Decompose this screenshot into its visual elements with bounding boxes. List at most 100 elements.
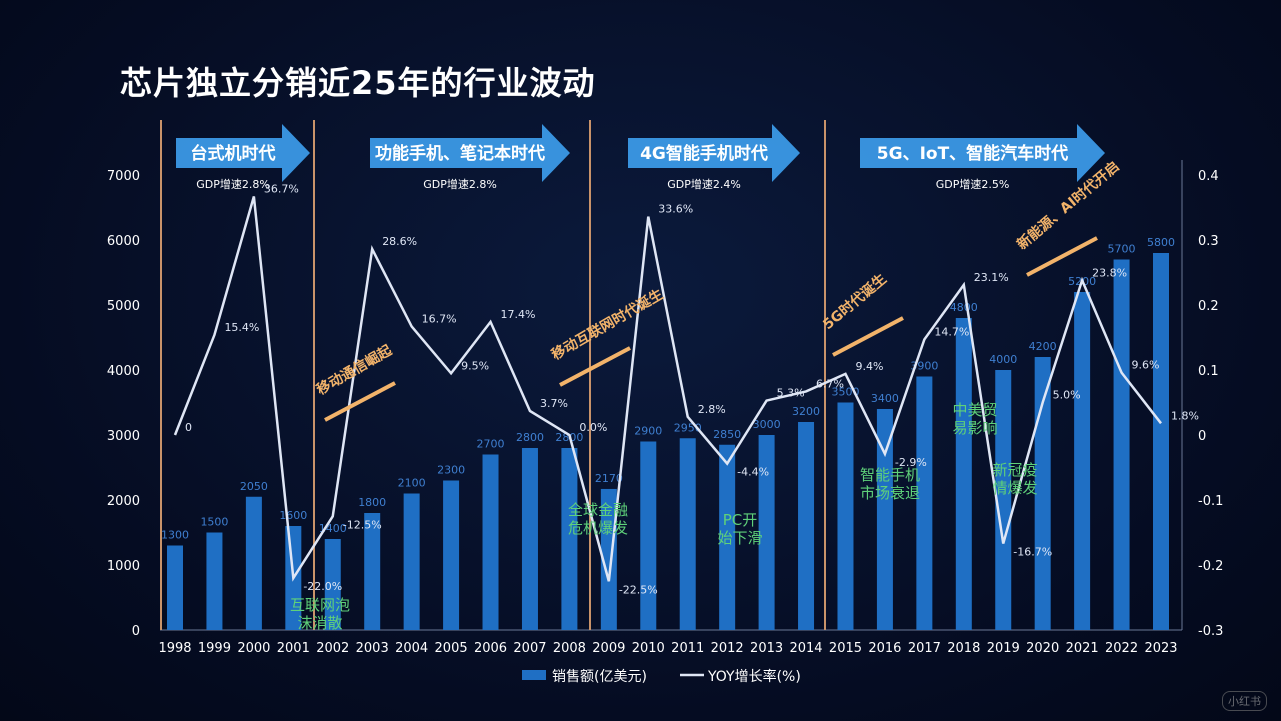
bar — [443, 480, 460, 630]
x-tick: 2010 — [632, 641, 665, 656]
bar — [995, 370, 1012, 630]
bar — [364, 513, 381, 630]
trend-arrow — [559, 346, 631, 387]
line-label: 0.0% — [579, 421, 607, 434]
bar-label: 1500 — [200, 516, 228, 529]
y-left-tick: 3000 — [107, 429, 140, 444]
y-right-tick: -0.2 — [1198, 559, 1223, 574]
y-left-tick: 5000 — [107, 299, 140, 314]
bar — [876, 409, 893, 630]
bar-label: 3000 — [753, 418, 781, 431]
bar — [1113, 259, 1130, 630]
bar — [561, 448, 578, 630]
line-label: 28.6% — [382, 235, 417, 248]
y-left-tick: 7000 — [107, 169, 140, 184]
line-label: 33.6% — [658, 203, 693, 216]
line-label: 14.7% — [934, 325, 969, 338]
x-tick: 2014 — [789, 641, 822, 656]
line-label: 9.4% — [855, 360, 883, 373]
y-right-tick: 0.4 — [1198, 169, 1219, 184]
bar-label: 2300 — [437, 464, 465, 477]
x-tick: 2021 — [1066, 641, 1099, 656]
line-label: 5.3% — [777, 387, 805, 400]
y-left-tick: 4000 — [107, 364, 140, 379]
era-label: 台式机时代 — [191, 143, 276, 164]
x-tick: 2011 — [671, 641, 704, 656]
event-annotation: 智能手机市场衰退 — [860, 466, 920, 502]
bar-label: 3400 — [871, 392, 899, 405]
bar-label: 2700 — [477, 438, 505, 451]
line-label: 2.8% — [698, 403, 726, 416]
x-tick: 2004 — [395, 641, 428, 656]
line-label: 9.5% — [461, 359, 489, 372]
bar — [1034, 357, 1051, 630]
era-label: 5G、IoT、智能汽车时代 — [877, 143, 1068, 164]
x-tick: 2015 — [829, 641, 862, 656]
bar — [679, 438, 696, 630]
bar-label: 3200 — [792, 405, 820, 418]
era-arrow — [370, 124, 570, 182]
line-label: 15.4% — [224, 321, 259, 334]
y-left-tick: 1000 — [107, 559, 140, 574]
x-tick: 2007 — [513, 641, 546, 656]
legend-bar-swatch — [522, 670, 546, 680]
bar — [798, 422, 815, 630]
page-title: 芯片独立分销近25年的行业波动 — [120, 64, 596, 102]
line-label: 23.1% — [974, 271, 1009, 284]
bar-label: 2170 — [595, 472, 623, 485]
x-tick: 2005 — [435, 641, 468, 656]
x-tick: 2018 — [947, 641, 980, 656]
watermark: 小红书 — [1222, 691, 1267, 711]
bar-label: 1800 — [358, 496, 386, 509]
bar — [916, 376, 933, 630]
x-tick: 2006 — [474, 641, 507, 656]
bar-label: 5700 — [1108, 243, 1136, 256]
bar — [600, 488, 617, 630]
bar — [1153, 253, 1169, 630]
x-tick: 2020 — [1026, 641, 1059, 656]
line-label: 3.7% — [540, 397, 568, 410]
bar — [482, 454, 499, 630]
bar-label: 2800 — [516, 431, 544, 444]
event-annotation: PC开始下滑 — [717, 511, 762, 547]
line-label: 6.7% — [816, 377, 844, 390]
yoy-line — [173, 196, 1162, 582]
legend-line-label: YOY增长率(%) — [707, 668, 801, 685]
line-label: 0 — [185, 421, 192, 434]
x-tick: 2002 — [316, 641, 349, 656]
event-annotation: 全球金融危机爆发 — [568, 501, 628, 537]
x-tick: 2009 — [592, 641, 625, 656]
era-gdp: GDP增速2.4% — [667, 177, 741, 191]
bar-label: 2850 — [713, 428, 741, 441]
x-tick: 2016 — [868, 641, 901, 656]
era-arrow — [176, 124, 310, 182]
line-label: -12.5% — [343, 518, 382, 531]
bar — [206, 532, 223, 630]
era-gdp: GDP增速2.5% — [936, 177, 1010, 191]
event-annotation: 中美贸易影响 — [952, 401, 997, 437]
line-label: 16.7% — [422, 312, 457, 325]
x-tick: 2023 — [1144, 641, 1177, 656]
line-label: -2.9% — [895, 456, 927, 469]
era-label: 4G智能手机时代 — [640, 143, 768, 164]
line-label: 1.8% — [1171, 409, 1199, 422]
line-label: 23.8% — [1092, 266, 1127, 279]
bar-label: 4000 — [989, 353, 1017, 366]
trend-arrow — [832, 316, 904, 357]
bar — [324, 539, 341, 630]
trend-annotation: 新能源、AI时代开启 — [1014, 158, 1123, 253]
x-tick: 2000 — [237, 641, 270, 656]
y-left-tick: 0 — [132, 624, 140, 639]
bar — [955, 318, 972, 630]
trend-annotation: 5G时代诞生 — [820, 270, 890, 333]
x-tick: 2001 — [277, 641, 310, 656]
y-right-tick: 0.3 — [1198, 234, 1219, 249]
x-tick: 2022 — [1105, 641, 1138, 656]
x-tick: 2013 — [750, 641, 783, 656]
x-tick: 1998 — [158, 641, 191, 656]
bar — [640, 441, 657, 630]
line-label: 5.0% — [1053, 389, 1081, 402]
bar-label: 1300 — [161, 529, 189, 542]
bar-label: 4200 — [1029, 340, 1057, 353]
